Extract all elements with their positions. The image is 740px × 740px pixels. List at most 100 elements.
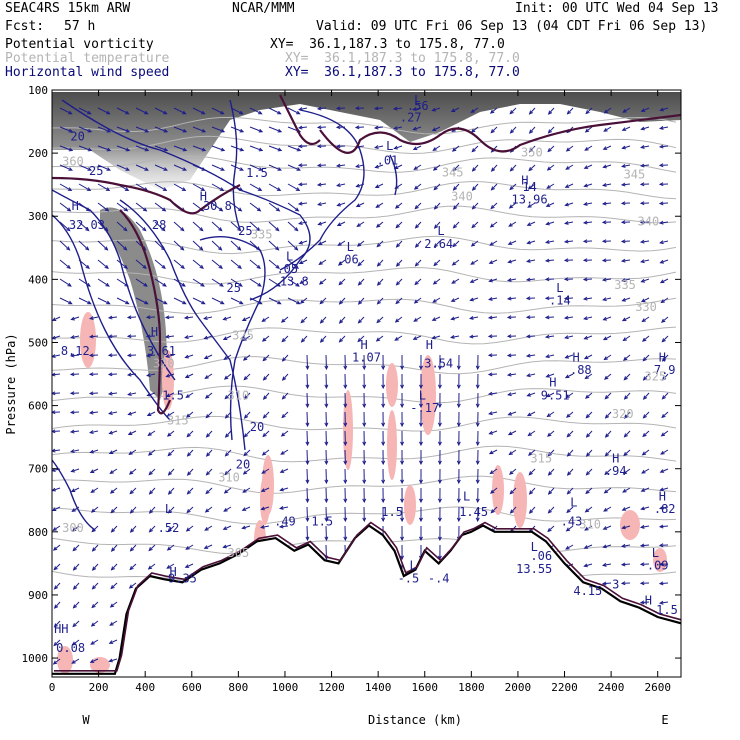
wind-arrow-shaft [72,544,80,551]
wind-arrow-head [381,479,386,485]
wind-arrow-shaft [472,183,479,191]
wind-arrow-shaft [603,164,612,168]
wind-arrow-head [343,498,348,504]
wind-arrow [525,353,536,358]
wind-arrow-head [469,279,475,283]
wind-arrow [154,107,168,115]
wind-arrow [324,468,329,485]
wind-arrow [53,563,61,571]
wind-arrow [582,277,593,282]
wind-arrow [487,353,498,358]
wind-arrow-head [296,110,301,115]
wind-arrow-shaft [109,411,118,415]
wind-arrow [110,582,118,590]
wind-arrow [528,126,536,134]
wind-arrow [661,392,669,400]
wind-arrow-shaft [547,411,555,417]
wind-arrow-shaft [586,449,593,457]
wind-arrow-head [583,563,588,568]
wind-arrow [432,297,441,303]
y-tick-label: 800 [28,526,48,539]
wind-arrow-head [142,264,147,269]
wind-arrow-shaft [584,544,593,549]
wind-arrow-shaft [358,297,365,305]
wind-arrow [222,525,232,530]
wind-arrow-shaft [489,411,498,415]
wind-arrow-shaft [433,183,441,190]
wind-arrow-head [241,317,247,321]
wind-arrow-head [456,422,461,428]
pv-label: 20 [250,420,264,434]
wind-arrow [488,278,498,283]
wind-arrow-head [639,182,645,187]
wind-arrow-shaft [73,563,80,571]
wind-arrow-shaft [453,202,460,210]
wind-arrow-shaft [622,525,631,529]
wind-arrow-shaft [641,259,650,263]
wind-arrow [69,353,80,358]
wind-arrow [563,277,574,282]
wind-arrow-head [356,223,361,227]
wind-arrow-shaft [90,316,99,320]
wind-arrow-head [604,452,609,457]
wind-arrow-head [527,185,533,190]
wind-arrow [566,487,574,495]
wind-arrow-head [659,126,664,130]
wind-arrow [128,582,137,589]
wind-arrow-head [475,365,480,371]
wind-arrow-shaft [97,297,110,305]
pv-label: .06 [337,253,359,267]
wind-arrow-head [72,604,77,609]
wind-arrow [242,468,251,475]
wind-arrow-head [205,433,211,438]
wind-arrow-shaft [135,259,147,269]
wind-arrow [287,164,301,171]
wind-arrow-shaft [432,297,441,303]
wind-arrow [362,487,367,504]
wind-arrow [621,506,631,511]
wind-arrow [565,392,574,399]
wind-arrow [287,259,299,269]
wind-arrow [566,107,574,115]
wind-arrow [661,316,669,323]
wind-arrow [487,315,498,320]
wind-arrow [395,278,403,286]
wind-arrow-shaft [470,259,479,265]
wind-arrow-shaft [357,240,365,247]
wind-arrow [109,620,118,626]
wind-arrow-head [419,365,423,371]
center-title: NCAR/MMM [232,1,295,16]
wind-arrow [305,430,310,447]
wind-arrow-shaft [298,202,308,205]
wind-arrow-shaft [249,107,262,115]
wind-arrow-shaft [452,259,460,266]
wind-arrow-shaft [54,620,61,628]
wind-arrow [507,259,517,264]
wind-arrow-head [660,432,666,437]
wind-arrow [547,525,555,533]
wind-arrow-head [394,204,400,209]
pv-label: H [659,350,666,364]
wind-arrow [547,487,555,495]
wind-arrow-head [375,337,381,342]
wind-arrow-shaft [225,430,232,438]
wind-arrow-shaft [566,430,574,438]
wind-arrow [108,639,118,644]
wind-arrow-head [222,336,228,340]
wind-arrow-head [602,336,608,341]
wind-arrow-head [601,220,607,225]
wind-arrow [413,183,422,190]
wind-arrow-head [237,264,242,269]
wind-arrow-shaft [166,373,175,378]
wind-arrow-head [395,281,400,286]
wind-arrow-shaft [287,202,299,212]
wind-arrow [583,563,593,568]
wind-arrow [450,316,460,321]
pv-label: H [521,174,528,188]
wind-arrow-shaft [451,316,460,320]
wind-arrow-shaft [470,297,479,301]
x-end-label-west: W [82,713,90,727]
wind-arrow-shaft [640,601,650,604]
wind-arrow-head [88,334,94,339]
wind-arrow-shaft [92,563,99,571]
